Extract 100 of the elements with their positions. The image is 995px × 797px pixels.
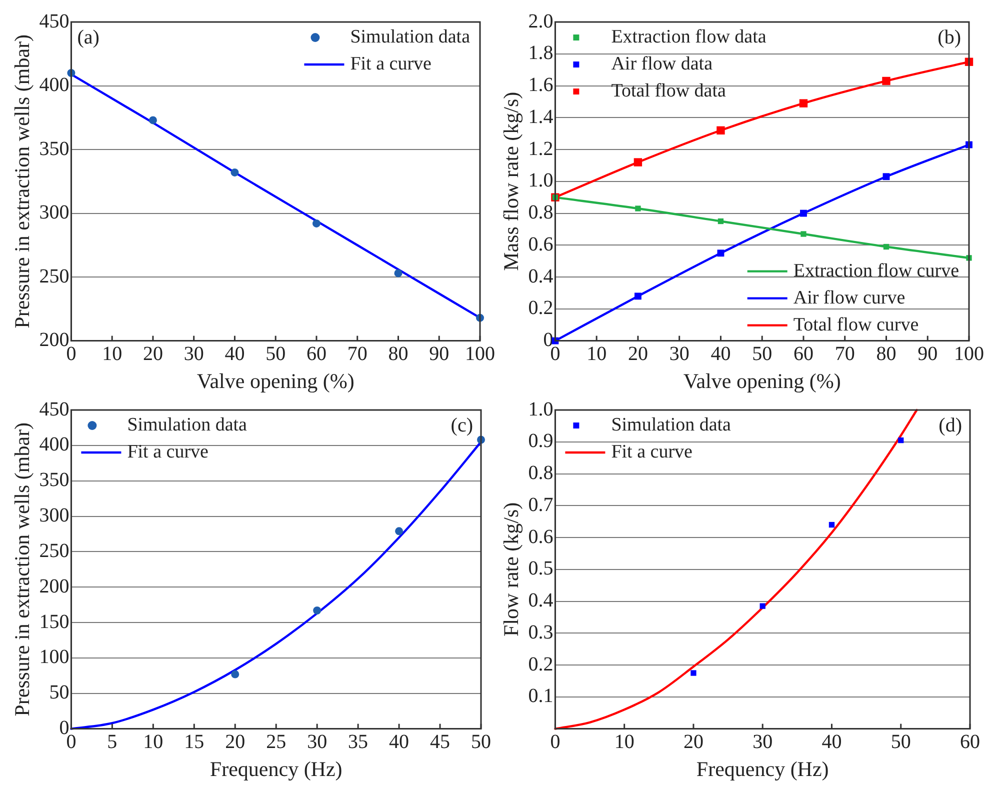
x-tick-label: 5 bbox=[107, 731, 118, 754]
x-tick-label: 50 bbox=[890, 731, 911, 754]
y-tick-label: 0.2 bbox=[528, 297, 554, 320]
x-tick-label: 90 bbox=[918, 343, 938, 366]
point bbox=[717, 250, 724, 257]
y-tick-label: 1.8 bbox=[528, 42, 554, 64]
y-tick-label: 1.0 bbox=[528, 398, 554, 420]
point bbox=[716, 126, 725, 134]
point bbox=[634, 292, 642, 300]
x-tick-label: 20 bbox=[142, 343, 163, 366]
x-tick-label: 60 bbox=[306, 343, 326, 366]
y-tick-label: 0.6 bbox=[528, 233, 554, 256]
x-tick-label: 30 bbox=[669, 343, 690, 366]
legend-label: Total flow curve bbox=[793, 314, 919, 336]
y-tick-label: 1.4 bbox=[528, 106, 554, 128]
x-tick-label: 100 bbox=[465, 343, 495, 366]
annotation: (b) bbox=[938, 26, 961, 48]
y-tick-label: 1.0 bbox=[528, 170, 554, 192]
y-tick-label: 250 bbox=[39, 265, 70, 288]
x-axis-title: Frequency (Hz) bbox=[210, 756, 342, 781]
y-tick-label: 1.2 bbox=[528, 138, 554, 160]
x-tick-label: 40 bbox=[710, 343, 731, 366]
x-tick-label: 30 bbox=[307, 731, 328, 754]
point bbox=[828, 522, 835, 528]
x-tick-label: 20 bbox=[683, 731, 704, 754]
x-tick-label: 10 bbox=[586, 343, 607, 366]
point bbox=[635, 206, 641, 212]
x-tick-label: 40 bbox=[224, 343, 245, 366]
x-tick-label: 30 bbox=[184, 343, 204, 366]
point bbox=[898, 437, 904, 444]
annotation: (d) bbox=[938, 414, 962, 436]
x-tick-label: 60 bbox=[793, 343, 814, 366]
legend-label: Simulation data bbox=[350, 26, 471, 48]
y-tick-label: 300 bbox=[39, 504, 70, 527]
point bbox=[148, 116, 157, 124]
legend-label: Extraction flow data bbox=[611, 26, 767, 48]
point bbox=[312, 219, 320, 228]
point bbox=[882, 76, 890, 86]
x-tick-label: 30 bbox=[752, 731, 773, 754]
x-tick-label: 80 bbox=[876, 343, 896, 366]
y-axis-title: Pressure in extraction wells (mbar) bbox=[10, 34, 34, 328]
y-tick-label: 0.3 bbox=[528, 621, 554, 644]
x-tick-label: 20 bbox=[225, 731, 246, 754]
x-tick-label: 15 bbox=[184, 731, 204, 754]
x-tick-label: 20 bbox=[628, 343, 648, 366]
point bbox=[800, 231, 806, 237]
legend-label: Fit a curve bbox=[350, 53, 432, 74]
y-tick-label: 0.6 bbox=[528, 526, 554, 548]
x-axis-title: Frequency (Hz) bbox=[696, 756, 829, 781]
point bbox=[231, 670, 240, 678]
y-tick-label: 0.8 bbox=[528, 462, 554, 484]
point bbox=[313, 606, 322, 614]
y-tick-label: 0.8 bbox=[528, 202, 554, 224]
legend-label: Total flow data bbox=[611, 80, 727, 102]
y-tick-label: 0.2 bbox=[528, 653, 554, 676]
point bbox=[690, 670, 696, 676]
point bbox=[718, 218, 724, 224]
x-tick-label: 50 bbox=[266, 343, 286, 366]
y-tick-label: 0.4 bbox=[528, 265, 554, 288]
point bbox=[230, 168, 239, 176]
y-tick-label: 0.7 bbox=[528, 494, 554, 516]
x-tick-label: 10 bbox=[614, 731, 634, 754]
y-tick-label: 450 bbox=[39, 10, 70, 32]
x-tick-label: 80 bbox=[388, 343, 408, 366]
annotation: (c) bbox=[450, 414, 473, 436]
y-tick-label: 0.4 bbox=[528, 590, 554, 612]
x-tick-label: 50 bbox=[752, 343, 772, 366]
x-tick-label: 35 bbox=[348, 731, 368, 754]
y-tick-label: 400 bbox=[39, 434, 70, 456]
y-axis-title: Pressure in extraction wells (mbar) bbox=[10, 422, 34, 716]
legend-label: Air flow data bbox=[611, 53, 714, 74]
y-tick-label: 50 bbox=[49, 682, 70, 704]
y-tick-label: 2.0 bbox=[528, 10, 554, 32]
x-axis-title: Valve opening (%) bbox=[683, 368, 841, 393]
x-tick-label: 10 bbox=[143, 731, 164, 754]
y-tick-label: 100 bbox=[39, 646, 70, 668]
y-tick-label: 400 bbox=[39, 74, 70, 96]
x-tick-label: 25 bbox=[266, 731, 286, 754]
y-axis-title: Mass flow rate (kg/s) bbox=[499, 92, 524, 271]
legend-label: Simulation data bbox=[127, 414, 248, 436]
annotation: (a) bbox=[77, 26, 100, 48]
x-tick-label: 100 bbox=[954, 343, 984, 366]
point bbox=[760, 603, 766, 609]
point bbox=[634, 158, 642, 166]
x-tick-label: 45 bbox=[430, 731, 450, 754]
y-tick-label: 0.1 bbox=[528, 685, 554, 708]
legend-label: Fit a curve bbox=[611, 441, 692, 462]
legend-label: Extraction flow curve bbox=[793, 260, 959, 282]
y-tick-label: 450 bbox=[39, 398, 70, 420]
point bbox=[883, 244, 890, 250]
line-series bbox=[554, 408, 918, 730]
y-tick-label: 150 bbox=[39, 610, 70, 633]
y-tick-label: 1.6 bbox=[528, 74, 554, 96]
point bbox=[800, 210, 807, 217]
point bbox=[394, 269, 402, 278]
legend-label: Air flow curve bbox=[793, 287, 906, 308]
y-tick-label: 0.5 bbox=[528, 558, 554, 580]
y-axis-title: Flow rate (kg/s) bbox=[499, 502, 524, 636]
x-axis-title: Valve opening (%) bbox=[196, 368, 354, 393]
legend-label: Fit a curve bbox=[127, 441, 208, 462]
